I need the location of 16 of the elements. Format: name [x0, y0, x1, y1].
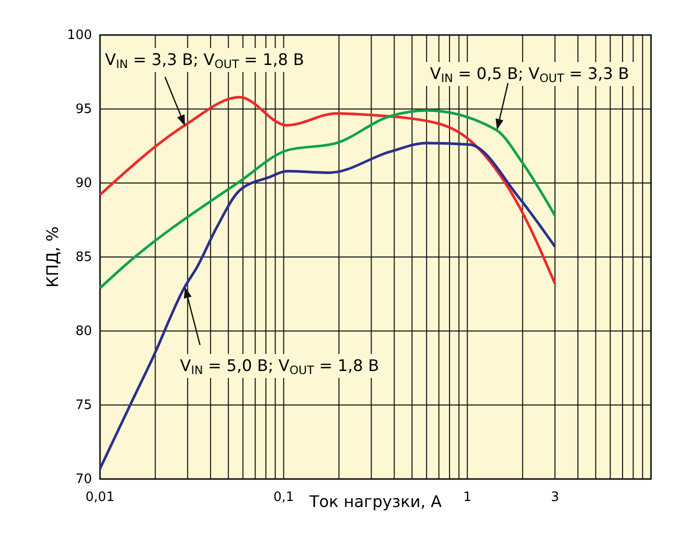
annotation: V$_{IN}$ = 3,3 В; V$_{OUT}$ = 1,8 В	[105, 50, 304, 71]
x-tick-label: 3	[550, 490, 560, 505]
x-tick-label: 0,01	[86, 490, 114, 505]
y-axis-title: КПД, %	[43, 226, 62, 288]
y-tick-label: 80	[75, 324, 92, 339]
y-tick-label: 85	[75, 250, 92, 265]
x-tick-label: 0,1	[273, 490, 294, 505]
annotation: V$_{IN}$ = 5,0 В; V$_{OUT}$ = 1,8 В	[180, 356, 380, 377]
y-tick-label: 90	[75, 176, 92, 191]
annotation: V$_{IN}$ = 0,5 В; V$_{OUT}$ = 3,3 В	[430, 64, 630, 85]
y-tick-label: 75	[75, 398, 92, 413]
x-axis-title: Ток нагрузки, А	[308, 492, 442, 511]
x-tick-label: 1	[463, 490, 472, 505]
y-tick-label: 100	[67, 28, 92, 43]
y-tick-label: 70	[75, 472, 92, 487]
y-tick-label: 95	[75, 102, 92, 117]
